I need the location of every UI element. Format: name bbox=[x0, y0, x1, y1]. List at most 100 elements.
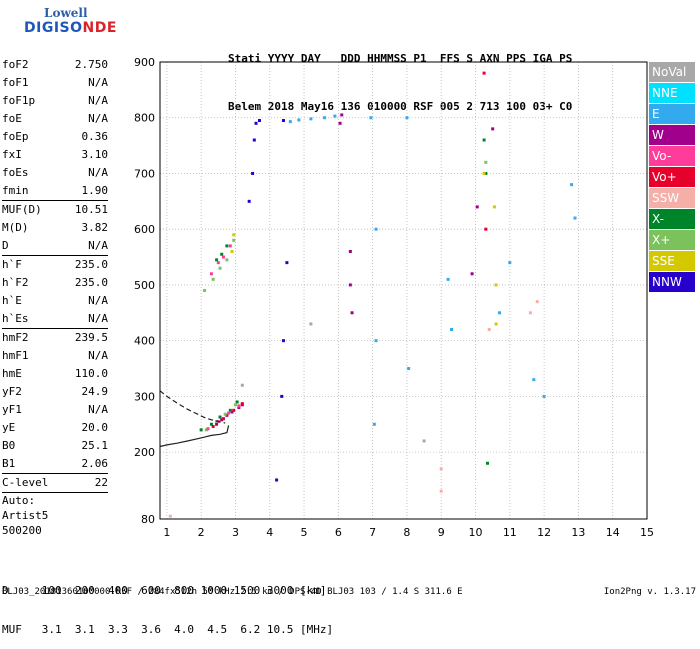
legend-entry-x-: X- bbox=[649, 209, 695, 229]
chart-grid bbox=[160, 61, 648, 520]
param-value: N/A bbox=[88, 349, 108, 362]
param-name: h`E bbox=[2, 294, 22, 307]
echo-point-w bbox=[225, 413, 229, 417]
x-tick-labels: 1 2 3 4 5 6 7 8 9 10 11 12 13 14 15 bbox=[163, 526, 654, 539]
param-name: h`F2 bbox=[2, 276, 29, 289]
echo-point-x- bbox=[484, 160, 488, 164]
param-name: B0 bbox=[2, 439, 16, 452]
legend-entry-nnw: NNW bbox=[649, 272, 695, 292]
chart-curves bbox=[159, 390, 230, 448]
y-tick-label: 600 bbox=[134, 223, 155, 236]
param-value: 3.10 bbox=[81, 148, 109, 161]
param-name: yF2 bbox=[2, 385, 22, 398]
param-value: N/A bbox=[88, 312, 108, 325]
echo-point-e bbox=[542, 394, 546, 398]
echo-point-e bbox=[374, 339, 378, 343]
echo-point-x- bbox=[225, 244, 229, 248]
param-row: foE N/A bbox=[2, 110, 108, 128]
param-value: N/A bbox=[88, 76, 108, 89]
param-name: h`F bbox=[2, 258, 22, 271]
param-value: N/A bbox=[88, 94, 108, 107]
x-tick-label: 9 bbox=[438, 526, 445, 539]
echo-point-vo- bbox=[240, 402, 244, 406]
x-tick-label: 13 bbox=[571, 526, 585, 539]
param-row: D N/A bbox=[2, 237, 108, 255]
header-values: Belem 2018 May16 136 010000 RSF 005 2 71… bbox=[228, 100, 573, 113]
param-value: 2.06 bbox=[81, 457, 109, 470]
param-separator bbox=[2, 492, 108, 493]
echo-point-w bbox=[470, 272, 474, 276]
echo-point-sse bbox=[482, 171, 486, 175]
echo-point-w bbox=[230, 410, 234, 414]
echo-point-vo- bbox=[237, 404, 241, 408]
echo-point-e bbox=[374, 227, 378, 231]
echo-point-vo- bbox=[209, 272, 213, 276]
param-row: hmF1 N/A bbox=[2, 347, 108, 365]
distance-muf-table: D 100 200 400 600 800 1000 1500 3000 [km… bbox=[2, 558, 333, 649]
echo-point-x- bbox=[220, 252, 224, 256]
echo-point-nnw bbox=[281, 339, 285, 343]
y-tick-label: 300 bbox=[134, 390, 155, 403]
param-row: h`F2 235.0 bbox=[2, 274, 108, 292]
echo-point-x- bbox=[215, 258, 219, 262]
param-name: foF1 bbox=[2, 76, 29, 89]
echo-point-ssw bbox=[528, 311, 532, 315]
legend-entry-noval: NoVal bbox=[649, 62, 695, 82]
echo-point-e bbox=[333, 114, 337, 118]
echo-point-ssw bbox=[535, 300, 539, 304]
param-name: foE bbox=[2, 112, 22, 125]
param-value: 110.0 bbox=[74, 367, 108, 380]
echo-point-x- bbox=[482, 138, 486, 142]
echo-point-sse bbox=[494, 283, 498, 287]
param-name: yF1 bbox=[2, 403, 22, 416]
param-separator bbox=[2, 473, 108, 474]
param-name: hmF2 bbox=[2, 331, 29, 344]
echo-point-nnw bbox=[254, 121, 258, 125]
param-row: h`Es N/A bbox=[2, 310, 108, 328]
echo-point-nnw bbox=[252, 138, 256, 142]
echo-point-ssw bbox=[487, 328, 491, 332]
echo-point-x- bbox=[235, 400, 239, 404]
param-value: N/A bbox=[88, 294, 108, 307]
echo-point-sse bbox=[492, 205, 496, 209]
param-value: 0.36 bbox=[81, 130, 109, 143]
echo-point-e bbox=[369, 116, 373, 120]
echo-point-x- bbox=[484, 171, 488, 175]
param-value: N/A bbox=[88, 166, 108, 179]
echo-point-noval bbox=[422, 439, 426, 443]
logo-line1: Lowell bbox=[44, 6, 88, 20]
param-row: foF1p N/A bbox=[2, 92, 108, 110]
echo-point-w bbox=[491, 127, 495, 131]
x-tick-label: 3 bbox=[232, 526, 239, 539]
echo-point-vo- bbox=[482, 71, 486, 75]
param-row: h`F 235.0 bbox=[2, 256, 108, 274]
param-row: C-level 22 bbox=[2, 474, 108, 492]
x-tick-label: 5 bbox=[301, 526, 308, 539]
echo-point-x- bbox=[218, 266, 222, 270]
echo-point-x- bbox=[233, 403, 237, 407]
param-value: 24.9 bbox=[81, 385, 109, 398]
param-value: 235.0 bbox=[74, 258, 108, 271]
x-tick-label: 1 bbox=[163, 526, 170, 539]
param-value: 235.0 bbox=[74, 276, 108, 289]
param-row: foEp 0.36 bbox=[2, 128, 108, 146]
echo-point-e bbox=[446, 277, 450, 281]
echo-point-e bbox=[288, 120, 292, 124]
echo-point-sse bbox=[232, 233, 236, 237]
param-row: h`E N/A bbox=[2, 292, 108, 310]
echo-point-e bbox=[450, 328, 454, 332]
param-row: fmin 1.90 bbox=[2, 182, 108, 200]
echo-point-w bbox=[340, 113, 344, 117]
echo-point-e bbox=[323, 116, 327, 120]
echo-point-vo- bbox=[206, 427, 210, 431]
param-row: fxI 3.10 bbox=[2, 146, 108, 164]
param-name: foEp bbox=[2, 130, 29, 143]
echo-point-noval bbox=[240, 383, 244, 387]
echo-point-e bbox=[405, 116, 409, 120]
legend-entry-nne: NNE bbox=[649, 83, 695, 103]
param-name: foF2 bbox=[2, 58, 29, 71]
param-row: B1 2.06 bbox=[2, 455, 108, 473]
echo-point-nnw bbox=[285, 261, 289, 265]
param-name: B1 bbox=[2, 457, 16, 470]
legend-entry-vo-: Vo- bbox=[649, 146, 695, 166]
